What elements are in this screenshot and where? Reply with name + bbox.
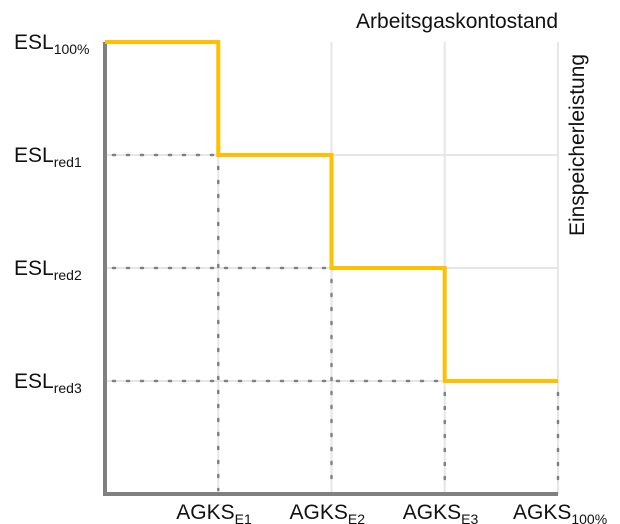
y-tick-main: ESL (14, 31, 54, 54)
x-tick-sub: E2 (348, 511, 365, 524)
x-tick-label: AGKS100% (513, 501, 607, 524)
x-tick-sub: E1 (235, 511, 252, 524)
y-tick-label: ESLred1 (14, 144, 82, 170)
axes (103, 42, 558, 496)
x-tick-label: AGKSE1 (176, 501, 252, 524)
y-tick-sub: red3 (54, 380, 82, 396)
step-series-line (105, 40, 558, 383)
x-tick-main: AGKS (290, 501, 348, 524)
series-group (105, 40, 558, 383)
y-tick-label: ESLred3 (14, 370, 82, 396)
y-tick-label: ESLred2 (14, 257, 82, 283)
y-tick-sub: red2 (54, 267, 82, 283)
x-tick-label: AGKSE3 (403, 501, 479, 524)
y-tick-label: ESL100% (14, 31, 90, 57)
x-axis-label: Arbeitsgaskontostand (356, 10, 558, 33)
y-axis-label: Einspeicherleistung (566, 54, 589, 236)
x-tick-main: AGKS (513, 501, 571, 524)
y-tick-sub: red1 (54, 154, 82, 170)
x-tick-labels: AGKSE1 AGKSE2 AGKSE3 AGKS100% (176, 501, 607, 524)
y-tick-main: ESL (14, 144, 54, 167)
x-tick-sub: E3 (461, 511, 478, 524)
y-tick-main: ESL (14, 257, 54, 280)
y-tick-main: ESL (14, 370, 54, 393)
y-tick-sub: 100% (54, 41, 90, 57)
guide-lines (111, 153, 560, 492)
x-tick-label: AGKSE2 (290, 501, 366, 524)
x-tick-main: AGKS (176, 501, 234, 524)
x-tick-main: AGKS (403, 501, 461, 524)
x-tick-sub: 100% (571, 511, 607, 524)
